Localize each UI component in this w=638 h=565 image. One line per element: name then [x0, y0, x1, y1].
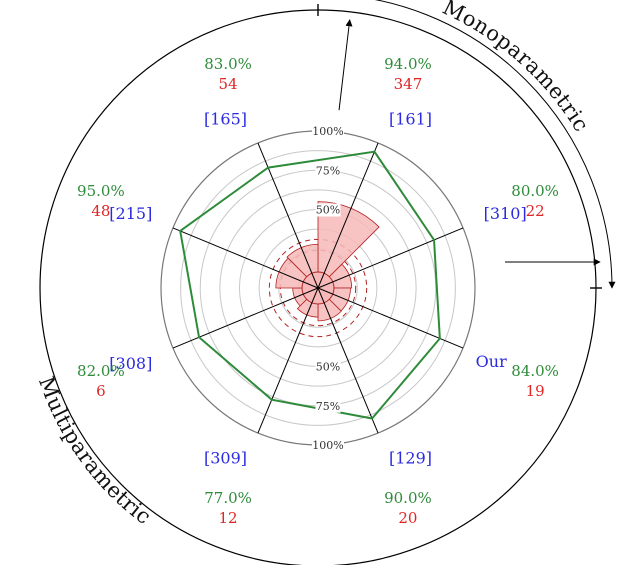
axis-accuracy-label-5: 77.0%	[204, 489, 252, 507]
tick-label-top: 75%	[316, 164, 340, 177]
axis-accuracy-label-4: 90.0%	[384, 489, 432, 507]
axis-accuracy-label-8: 83.0%	[204, 55, 252, 73]
axis-ref-label-5: [309]	[204, 449, 247, 468]
group-title-mono: Monoparametric	[439, 0, 594, 136]
tick-label-top: 100%	[312, 125, 343, 138]
axis-spoke-6	[172, 287, 319, 349]
axis-count-label-1: 347	[394, 75, 423, 93]
axis-count-label-4: 20	[398, 509, 417, 527]
tick-bg	[315, 360, 341, 374]
tick-bg	[312, 125, 344, 138]
tick-label-bottom: 50%	[316, 361, 340, 374]
axis-spoke-1	[317, 142, 379, 289]
axis-count-label-5: 12	[219, 509, 238, 527]
axis-count-label-6: 6	[96, 382, 106, 400]
axis-ref-label-2: [310]	[484, 204, 527, 223]
tick-label-bottom: 75%	[316, 400, 340, 413]
axis-spoke-3	[317, 287, 464, 349]
axis-ref-label-1: [161]	[389, 109, 432, 128]
axis-spoke-2	[317, 227, 464, 289]
axis-accuracy-label-3: 84.0%	[511, 362, 559, 380]
tick-bg	[315, 164, 341, 178]
axis-accuracy-label-1: 94.0%	[384, 55, 432, 73]
tick-label-top: 50%	[316, 204, 340, 217]
tick-bg	[315, 399, 341, 413]
mono-bracket	[317, 0, 616, 289]
axis-ref-label-4: [129]	[389, 449, 432, 468]
axis-count-label-2: 22	[526, 202, 545, 220]
axis-accuracy-label-7: 95.0%	[77, 182, 125, 200]
axis-spoke-7	[172, 227, 319, 289]
axis-count-label-8: 54	[219, 75, 238, 93]
axis-spoke-5	[257, 287, 319, 434]
axis-ref-label-3: Our	[476, 352, 507, 371]
group-title-multi: Multiparametric	[34, 373, 156, 529]
tick-bg	[312, 439, 344, 452]
tick-bg	[315, 203, 341, 217]
tick-label-bottom: 100%	[312, 439, 343, 452]
axis-count-label-3: 19	[526, 382, 545, 400]
group-pointer-arrow	[338, 19, 353, 111]
axis-ref-label-7: [215]	[109, 204, 152, 223]
axis-accuracy-label-6: 82.0%	[77, 362, 125, 380]
axis-count-label-7: 48	[91, 202, 110, 220]
axis-accuracy-label-2: 80.0%	[511, 182, 559, 200]
axis-ref-label-6: [308]	[109, 354, 152, 373]
axis-ref-label-8: [165]	[204, 109, 247, 128]
axis-spoke-4	[317, 287, 379, 434]
grid-ring	[219, 189, 417, 387]
grid-ring	[180, 150, 456, 426]
